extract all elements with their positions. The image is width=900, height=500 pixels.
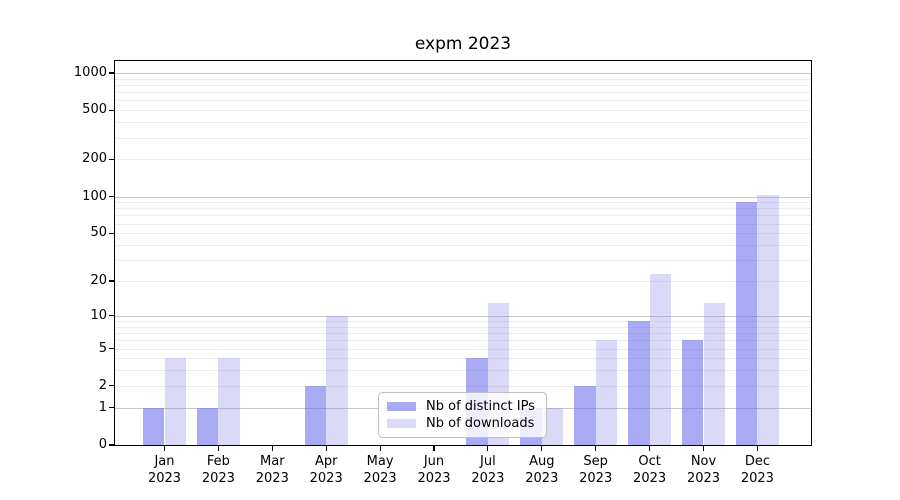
x-tick-mark	[702, 446, 705, 451]
legend-label-distinct-ips: Nb of distinct IPs	[426, 398, 535, 414]
y-tick-mark	[109, 444, 114, 446]
y-tick-mark	[109, 195, 114, 198]
y-tick-label: 0	[98, 437, 107, 452]
bar-distinct-ips	[574, 385, 596, 445]
x-tick-mark	[163, 446, 166, 451]
bar-downloads	[703, 302, 726, 445]
minor-gridline	[115, 233, 811, 235]
y-tick-mark	[109, 280, 114, 282]
minor-gridline	[115, 358, 811, 360]
x-tick-label: May 2023	[363, 454, 397, 486]
legend-swatch-distinct-ips	[387, 401, 416, 411]
y-tick-label: 20	[90, 273, 107, 289]
x-tick-label: Sep 2023	[579, 454, 613, 486]
x-tick-mark	[271, 446, 273, 451]
y-tick-label: 10	[90, 307, 107, 323]
minor-gridline	[115, 370, 811, 372]
x-tick-label: Feb 2023	[201, 454, 235, 486]
minor-gridline	[115, 326, 811, 328]
y-tick-mark	[109, 347, 114, 350]
major-gridline	[115, 196, 811, 198]
x-tick-mark	[756, 446, 758, 451]
minor-gridline	[115, 92, 811, 94]
bar-downloads	[541, 407, 564, 445]
bar-distinct-ips	[628, 321, 650, 445]
bar-distinct-ips	[142, 407, 165, 445]
bar-downloads	[326, 315, 348, 445]
x-tick-mark	[595, 446, 597, 451]
minor-gridline	[115, 385, 811, 387]
bar-distinct-ips	[735, 202, 758, 445]
y-tick-mark	[109, 407, 114, 409]
bar-downloads	[218, 358, 240, 445]
y-tick-mark	[109, 385, 114, 387]
plot-area: Nb of distinct IPs Nb of downloads	[114, 60, 812, 446]
y-tick-label: 1	[98, 399, 107, 415]
minor-gridline	[115, 110, 811, 112]
legend-swatch-downloads	[387, 419, 416, 429]
y-tick-mark	[109, 158, 114, 161]
y-tick-label: 5	[98, 340, 107, 356]
minor-gridline	[115, 137, 811, 139]
minor-gridline	[115, 100, 811, 102]
bar-distinct-ips	[304, 385, 327, 445]
bar-downloads	[164, 358, 187, 445]
x-tick-mark	[379, 446, 381, 451]
legend: Nb of distinct IPs Nb of downloads	[378, 392, 547, 438]
y-tick-label: 2	[98, 377, 107, 393]
y-tick-label: 500	[82, 102, 107, 118]
minor-gridline	[115, 223, 811, 225]
x-tick-label: Aug 2023	[525, 454, 559, 486]
minor-gridline	[115, 340, 811, 342]
y-tick-mark	[109, 72, 114, 74]
x-tick-label: Mar 2023	[255, 454, 289, 486]
minor-gridline	[115, 78, 811, 80]
x-tick-mark	[541, 446, 543, 451]
bar-downloads	[757, 194, 779, 445]
minor-gridline	[115, 245, 811, 247]
x-tick-label: Jan 2023	[147, 454, 182, 486]
x-tick-mark	[433, 446, 435, 451]
x-tick-mark	[487, 446, 489, 451]
major-gridline	[115, 315, 811, 317]
x-tick-label: Dec 2023	[740, 454, 774, 486]
x-tick-label: Apr 2023	[309, 454, 343, 486]
x-tick-label: Jun 2023	[417, 454, 451, 486]
minor-gridline	[115, 215, 811, 217]
legend-label-downloads: Nb of downloads	[426, 416, 535, 432]
major-gridline	[115, 73, 811, 74]
y-tick-mark	[109, 232, 114, 234]
legend-item-distinct-ips: Nb of distinct IPs	[387, 399, 538, 414]
x-tick-label: Jul 2023	[471, 454, 505, 486]
minor-gridline	[115, 281, 811, 283]
legend-item-downloads: Nb of downloads	[387, 416, 538, 431]
y-tick-label: 200	[82, 151, 107, 167]
minor-gridline	[115, 122, 811, 124]
minor-gridline	[115, 348, 811, 350]
y-tick-label: 1000	[73, 65, 107, 80]
x-tick-label: Oct 2023	[633, 454, 667, 486]
y-tick-label: 50	[90, 225, 107, 241]
bar-distinct-ips	[196, 407, 219, 445]
x-tick-mark	[325, 446, 327, 451]
y-tick-label: 100	[82, 188, 107, 204]
minor-gridline	[115, 202, 811, 204]
y-tick-mark	[109, 315, 114, 317]
bar-distinct-ips	[681, 340, 704, 445]
minor-gridline	[115, 260, 811, 262]
minor-gridline	[115, 85, 811, 86]
minor-gridline	[115, 159, 811, 161]
minor-gridline	[115, 333, 811, 335]
y-tick-mark	[109, 109, 114, 111]
bar-downloads	[595, 340, 618, 445]
x-tick-label: Nov 2023	[686, 454, 721, 486]
x-tick-mark	[649, 446, 651, 451]
chart-title: expm 2023	[414, 34, 512, 54]
minor-gridline	[115, 321, 811, 323]
x-tick-mark	[217, 446, 219, 451]
minor-gridline	[115, 208, 811, 210]
bar-downloads	[649, 273, 672, 445]
